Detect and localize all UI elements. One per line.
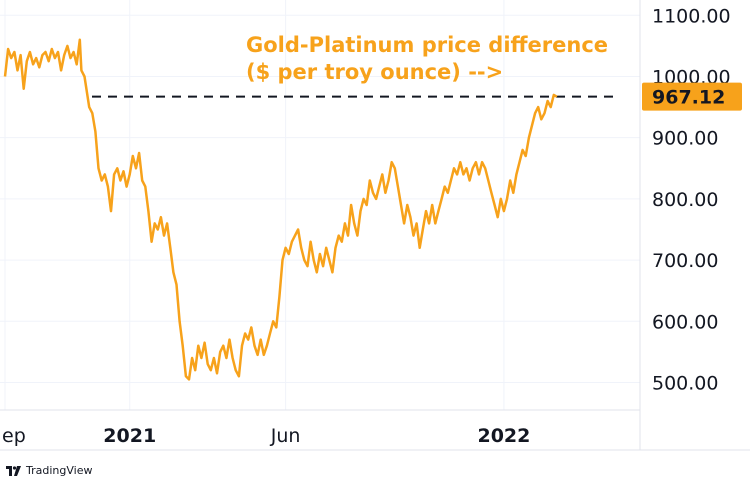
y-tick-label: 1100.00	[652, 5, 731, 27]
x-tick-label: 2021	[103, 425, 156, 447]
watermark-text: TradingView	[26, 464, 93, 477]
x-axis: ep 2021 Jun 2022	[2, 425, 530, 447]
last-price-badge: 967.12	[642, 82, 742, 111]
y-tick-label: 900.00	[652, 128, 718, 150]
annotation-line-2: ($ per troy ounce) -->	[246, 60, 503, 84]
y-tick-label: 500.00	[652, 372, 718, 394]
price-badge-label: 967.12	[652, 87, 725, 109]
x-tick-label: Jun	[270, 425, 301, 447]
tradingview-logo-icon	[6, 465, 21, 476]
price-badge-background	[642, 82, 742, 111]
tradingview-watermark: TradingView	[6, 464, 92, 477]
y-tick-label: 600.00	[652, 311, 718, 333]
y-tick-label: 700.00	[652, 250, 718, 272]
annotation-line-1: Gold-Platinum price difference	[246, 33, 608, 57]
series-line	[3, 38, 558, 381]
y-axis: 1100.001000.00900.00800.00700.00600.0050…	[652, 5, 731, 394]
y-tick-label: 800.00	[652, 189, 718, 211]
x-tick-label: ep	[2, 425, 26, 447]
x-tick-label: 2022	[477, 425, 530, 447]
